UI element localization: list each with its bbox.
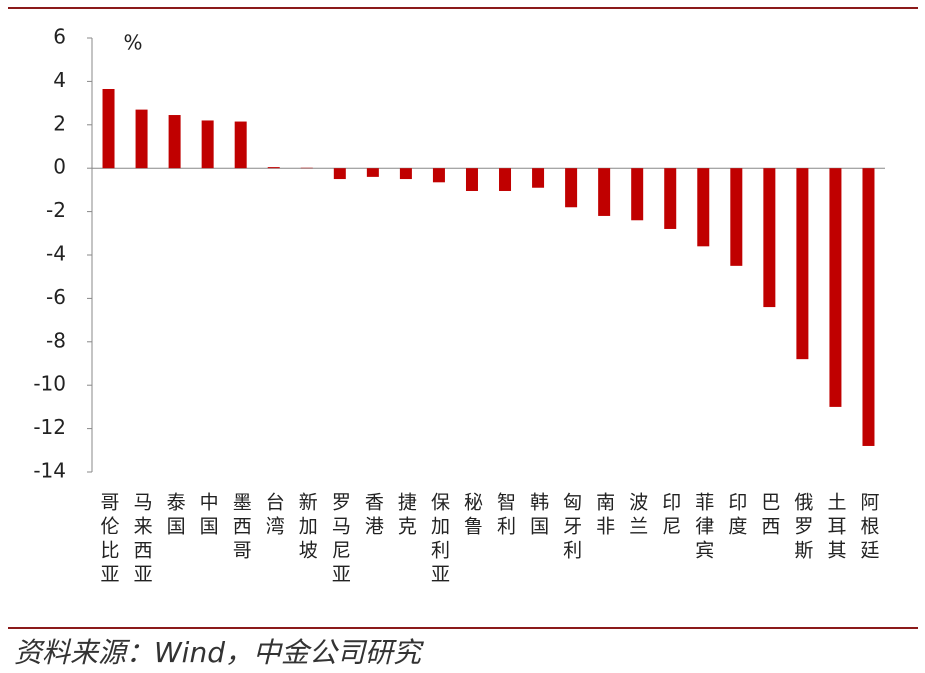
x-tick-label: 阿根廷 <box>857 492 879 564</box>
y-tick-label: 2 <box>53 111 66 135</box>
x-tick-label: 哥伦比亚 <box>98 492 120 588</box>
bar <box>697 168 710 247</box>
bar <box>598 168 611 216</box>
bar <box>201 120 214 169</box>
y-tick-label: -12 <box>33 415 66 439</box>
x-tick-label: 南非 <box>593 492 615 540</box>
x-tick-label: 捷克 <box>395 492 417 540</box>
y-tick-label: 4 <box>53 68 66 92</box>
x-tick-label: 韩国 <box>527 492 549 540</box>
bar <box>862 168 875 446</box>
x-tick-label: 新加坡 <box>296 492 318 564</box>
y-tick-label: -8 <box>46 328 66 352</box>
bar <box>565 168 578 208</box>
x-tick-label: 波兰 <box>626 492 648 540</box>
y-tick-label: 6 <box>53 25 66 49</box>
bar <box>135 109 148 169</box>
bar <box>730 168 743 266</box>
x-tick-label: 菲律宾 <box>692 492 714 564</box>
x-tick-label: 香港 <box>362 492 384 540</box>
bar <box>366 168 379 177</box>
x-tick-label: 墨西哥 <box>230 492 252 564</box>
y-tick-label: -10 <box>33 372 66 396</box>
x-tick-label: 中国 <box>197 492 219 540</box>
bar <box>499 168 512 191</box>
bar <box>532 168 545 188</box>
bar <box>399 168 412 180</box>
x-tick-label: 巴西 <box>758 492 780 540</box>
bar <box>333 168 346 180</box>
x-tick-label: 印度 <box>725 492 747 540</box>
bar <box>234 121 247 169</box>
x-tick-label: 泰国 <box>164 492 186 540</box>
x-tick-label: 匈牙利 <box>560 492 582 564</box>
x-tick-label: 秘鲁 <box>461 492 483 540</box>
unit-label: % <box>123 31 142 55</box>
bar <box>267 167 280 169</box>
bar <box>102 88 115 169</box>
bar <box>829 168 842 407</box>
x-tick-label: 印尼 <box>659 492 681 540</box>
bar <box>465 168 478 191</box>
x-tick-label: 俄罗斯 <box>791 492 813 564</box>
y-tick-label: -14 <box>33 459 66 483</box>
bar <box>796 168 809 360</box>
y-tick-label: -6 <box>46 285 66 309</box>
bar <box>631 168 644 221</box>
bar <box>432 168 445 183</box>
y-tick-label: 0 <box>53 155 66 179</box>
x-tick-label: 保加利亚 <box>428 492 450 588</box>
bar <box>763 168 776 308</box>
bar <box>664 168 677 229</box>
x-tick-label: 台湾 <box>263 492 285 540</box>
source-note: 资料来源：Wind，中金公司研究 <box>14 636 424 669</box>
x-tick-label: 罗马尼亚 <box>329 492 351 588</box>
bar <box>168 115 181 169</box>
x-tick-label: 马来西亚 <box>131 492 153 588</box>
y-tick-label: -2 <box>46 198 66 222</box>
x-tick-label: 智利 <box>494 492 516 540</box>
x-tick-label: 土耳其 <box>824 492 846 564</box>
y-tick-label: -4 <box>46 242 66 266</box>
